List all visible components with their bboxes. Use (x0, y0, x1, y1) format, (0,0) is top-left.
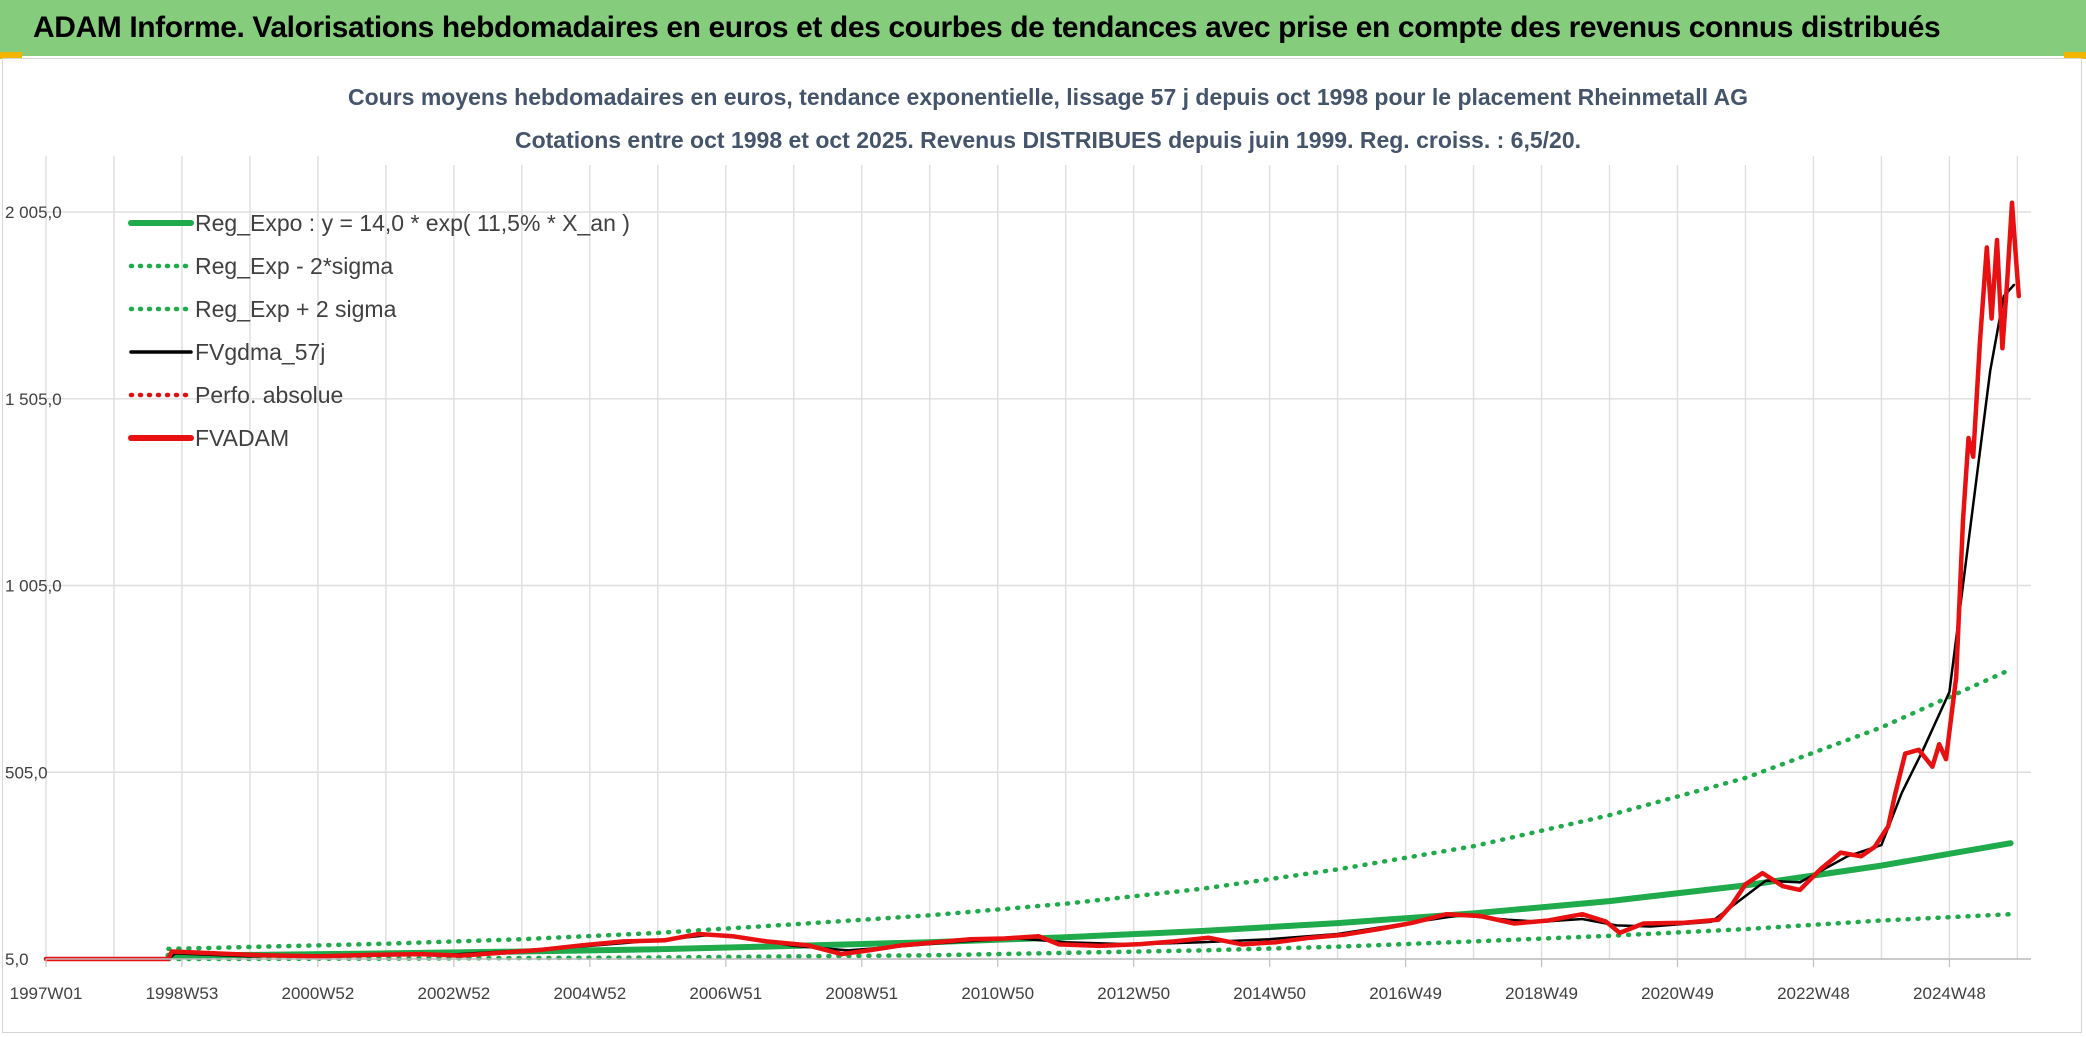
reg-exp-plus-2sigma-line (166, 667, 2013, 952)
legend-reg-exp-minus-label: Reg_Exp - 2*sigma (195, 253, 393, 279)
chart-subtitle: Cotations entre oct 1998 et oct 2025. Re… (515, 127, 1581, 153)
fvadam-line (43, 200, 2022, 962)
report-title: ADAM Informe. Valorisations hebdomadaire… (33, 11, 1941, 44)
y-tick-label: 5,0 (5, 950, 29, 969)
y-tick-label: 1 005,0 (5, 577, 62, 596)
x-tick-label: 2002W52 (417, 984, 490, 1003)
x-tick-label: 2008W51 (825, 984, 898, 1003)
x-tick-label: 2022W48 (1777, 984, 1850, 1003)
x-tick-label: 2018W49 (1505, 984, 1578, 1003)
title-backdrop (328, 61, 1768, 165)
corner-marker-left (0, 52, 22, 59)
x-tick-label: 1997W01 (10, 984, 83, 1003)
corner-marker-right (2064, 52, 2086, 59)
x-tick-label: 2012W50 (1097, 984, 1170, 1003)
x-tick-label: 2010W50 (961, 984, 1034, 1003)
legend-reg-exp-plus-label: Reg_Exp + 2 sigma (195, 296, 397, 322)
x-tick-label: 2024W48 (1913, 984, 1986, 1003)
x-tick-label: 2016W49 (1369, 984, 1442, 1003)
x-tick-label: 2004W52 (553, 984, 626, 1003)
legend: Reg_Expo : y = 14,0 * exp( 11,5% * X_an … (128, 210, 630, 451)
chart-area: Cours moyens hebdomadaires en euros, ten… (2, 58, 2082, 1033)
series-lines (43, 200, 2022, 962)
y-tick-label: 1 505,0 (5, 390, 62, 409)
x-tick-label: 2014W50 (1233, 984, 1306, 1003)
x-tick-label: 2020W49 (1641, 984, 1714, 1003)
report-banner: ADAM Informe. Valorisations hebdomadaire… (0, 0, 2086, 56)
chart: Cours moyens hebdomadaires en euros, ten… (5, 61, 2031, 1003)
y-tick-label: 2 005,0 (5, 203, 62, 222)
grid (45, 156, 2031, 960)
legend-perfo-absolue-label: Perfo. absolue (195, 382, 343, 408)
legend-reg-expo-label: Reg_Expo : y = 14,0 * exp( 11,5% * X_an … (195, 210, 630, 236)
reg-exp-minus-2sigma-line (166, 911, 2013, 962)
y-tick-label: 505,0 (5, 763, 48, 782)
chart-title: Cours moyens hebdomadaires en euros, ten… (348, 84, 1748, 110)
legend-fvadam-label: FVADAM (195, 425, 289, 451)
legend-fvgdma-label: FVgdma_57j (195, 339, 325, 365)
x-tick-label: 2006W51 (689, 984, 762, 1003)
x-tick-label: 2000W52 (282, 984, 355, 1003)
x-tick-label: 1998W53 (146, 984, 219, 1003)
axes: 1997W01 1998W53 2000W52 2002W52 2004W52 2006W… (5, 203, 2031, 1003)
